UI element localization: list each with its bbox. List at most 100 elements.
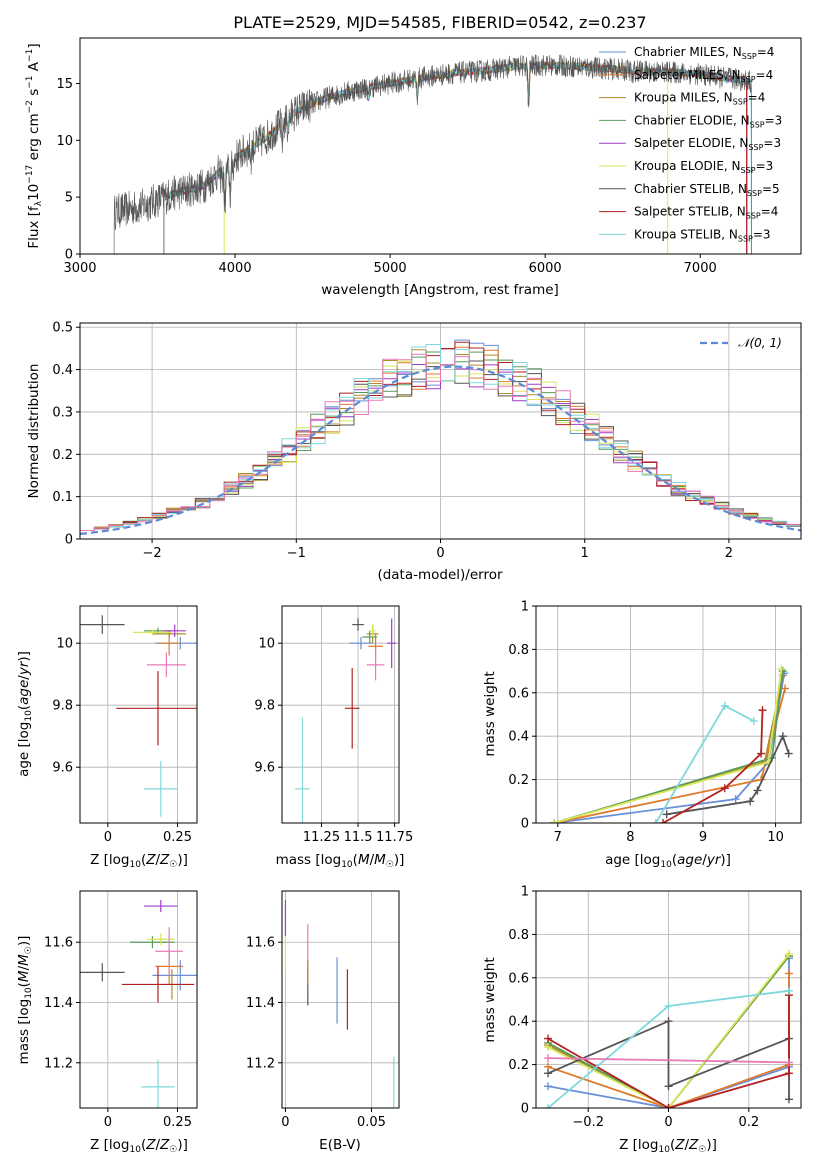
legend-label: Chabrier ELODIE, NSSP=3 bbox=[634, 113, 782, 129]
legend-nssp: =4 bbox=[748, 91, 766, 105]
plot-area bbox=[550, 664, 793, 823]
y-tick-label: 15 bbox=[56, 77, 73, 92]
legend-subscript: SSP bbox=[746, 212, 761, 221]
x-tick-label: 10 bbox=[767, 830, 784, 845]
legend-label: Kroupa MILES, NSSP=4 bbox=[634, 91, 765, 107]
x-axis-label: age [log10(age/yr)] bbox=[605, 852, 731, 870]
y-tick-label: 11.6 bbox=[246, 936, 275, 951]
legend-subscript: SSP bbox=[747, 189, 762, 198]
y-tick-label: 10 bbox=[56, 637, 73, 652]
x-tick-label: 0 bbox=[104, 1115, 112, 1130]
panel-mass-vs-EBV: 0 0.05 11.2 11.4 11.6 E(B-V) bbox=[246, 890, 400, 1153]
axes-frame bbox=[79, 890, 198, 1109]
legend-label: Salpeter STELIB, NSSP=4 bbox=[634, 205, 778, 221]
x-tick-label: 4000 bbox=[219, 261, 252, 276]
series-line-kroupa_stelib bbox=[655, 704, 755, 823]
y-tick-label: 0.2 bbox=[508, 773, 529, 788]
figure-title: PLATE=2529, MJD=54585, FIBERID=0542, z=0… bbox=[233, 13, 646, 32]
y-tick-label: 0.4 bbox=[508, 1015, 529, 1030]
axes-frame bbox=[535, 605, 802, 824]
panel-mass-weight-vs-age: 7 8 9 10 0 0.2 0.4 0.6 0.8 1 age [log10(age/yr)] ma… bbox=[482, 600, 802, 870]
legend-nssp: =4 bbox=[761, 205, 779, 219]
x-tick-label: 0.2 bbox=[738, 1115, 759, 1130]
x-tick-label: −0.2 bbox=[572, 1115, 604, 1130]
x-axis-label: E(B-V) bbox=[319, 1137, 361, 1153]
y-tick-label: 9.8 bbox=[254, 699, 275, 714]
legend-nssp: =4 bbox=[757, 45, 775, 59]
y-tick-label: 11.2 bbox=[44, 1056, 73, 1071]
x-axis-label: mass [log10(M/M☉)] bbox=[276, 852, 405, 870]
legend-subscript: SSP bbox=[741, 166, 756, 175]
legend-label: Salpeter MILES, NSSP=4 bbox=[634, 68, 773, 84]
legend-label-gauss: 𝒩(0, 1) bbox=[738, 336, 782, 350]
series-line-kroupa_elodie bbox=[547, 953, 790, 1108]
y-tick-label: 10 bbox=[258, 637, 275, 652]
axes-frame bbox=[79, 37, 802, 255]
series-line-salpeter_stelib bbox=[547, 995, 790, 1108]
y-tick-label: 9.8 bbox=[52, 699, 73, 714]
panel-mass-vs-Z: 0 0.25 11.2 11.4 11.6 Z [log10(Z/Z☉)] mass [lo… bbox=[16, 890, 198, 1155]
y-tick-label: 0.4 bbox=[508, 730, 529, 745]
legend-nssp: =5 bbox=[762, 182, 780, 196]
y-tick-label: 1 bbox=[521, 600, 529, 615]
y-tick-label: 0 bbox=[65, 533, 73, 548]
x-tick-label: 0 bbox=[281, 1115, 289, 1130]
y-tick-label: 11.6 bbox=[44, 936, 73, 951]
y-axis-label: mass weight bbox=[482, 957, 498, 1042]
panel-age-vs-Z: 0 0.25 9.6 9.8 10 Z [log10(Z/Z☉)] age [log10(a… bbox=[16, 605, 198, 870]
axes-frame bbox=[79, 322, 802, 540]
legend-nssp: =4 bbox=[756, 68, 774, 82]
x-axis-label: Z [log10(Z/Z☉)] bbox=[619, 1137, 717, 1155]
legend-subscript: SSP bbox=[750, 120, 765, 129]
y-tick-label: 0.1 bbox=[52, 490, 73, 505]
y-tick-label: 10 bbox=[56, 134, 73, 149]
legend-subscript: SSP bbox=[742, 52, 757, 61]
y-axis-label: age [log10(age/yr)] bbox=[16, 651, 34, 777]
y-axis-label: Normed distribution bbox=[26, 364, 42, 499]
data-spectrum-line bbox=[113, 54, 752, 254]
axes-frame bbox=[281, 890, 400, 1109]
y-tick-label: 0.2 bbox=[52, 448, 73, 463]
histogram-kroupa_stelib bbox=[80, 344, 801, 531]
plot-area bbox=[80, 900, 197, 1108]
x-tick-label: −2 bbox=[143, 546, 162, 561]
series-line-chabrier_elodie bbox=[547, 955, 790, 1108]
plot-area bbox=[113, 54, 752, 254]
gaussian-curve bbox=[80, 365, 801, 535]
y-axis-label: mass weight bbox=[482, 671, 498, 756]
x-axis-label: wavelength [Angstrom, rest frame] bbox=[321, 282, 559, 298]
legend-label: Kroupa STELIB, NSSP=3 bbox=[634, 227, 771, 243]
x-tick-label: 0.25 bbox=[163, 830, 192, 845]
series-line-pink bbox=[547, 1057, 790, 1064]
legend-subscript: SSP bbox=[733, 98, 748, 107]
x-tick-label: −1 bbox=[287, 546, 306, 561]
y-tick-label: 0 bbox=[521, 817, 529, 832]
y-tick-label: 9.6 bbox=[254, 761, 275, 776]
axes-frame bbox=[535, 890, 802, 1109]
x-tick-label: 11.75 bbox=[376, 830, 413, 845]
axes-frame bbox=[281, 605, 400, 824]
y-tick-label: 0 bbox=[65, 248, 73, 263]
x-tick-label: 7000 bbox=[684, 261, 717, 276]
legend-nssp: =3 bbox=[763, 136, 781, 150]
legend-subscript: SSP bbox=[741, 75, 756, 84]
x-tick-label: 7 bbox=[554, 830, 562, 845]
y-tick-label: 5 bbox=[65, 191, 73, 206]
x-tick-label: 0.25 bbox=[163, 1115, 192, 1130]
y-tick-label: 0 bbox=[521, 1102, 529, 1117]
legend-nssp: =3 bbox=[756, 159, 774, 173]
y-tick-label: 0.8 bbox=[508, 928, 529, 943]
y-tick-label: 11.4 bbox=[246, 996, 275, 1011]
y-tick-label: 0.6 bbox=[508, 971, 529, 986]
y-tick-label: 0.4 bbox=[52, 363, 73, 378]
axes-frame bbox=[79, 605, 198, 824]
x-tick-label: 0 bbox=[664, 1115, 672, 1130]
y-tick-label: 9.6 bbox=[52, 761, 73, 776]
y-tick-label: 0.8 bbox=[508, 643, 529, 658]
legend-label: Kroupa ELODIE, NSSP=3 bbox=[634, 159, 773, 175]
legend-nssp: =3 bbox=[765, 113, 783, 127]
y-tick-label: 0.6 bbox=[508, 686, 529, 701]
y-tick-label: 11.2 bbox=[246, 1056, 275, 1071]
legend-label: Chabrier MILES, NSSP=4 bbox=[634, 45, 774, 61]
